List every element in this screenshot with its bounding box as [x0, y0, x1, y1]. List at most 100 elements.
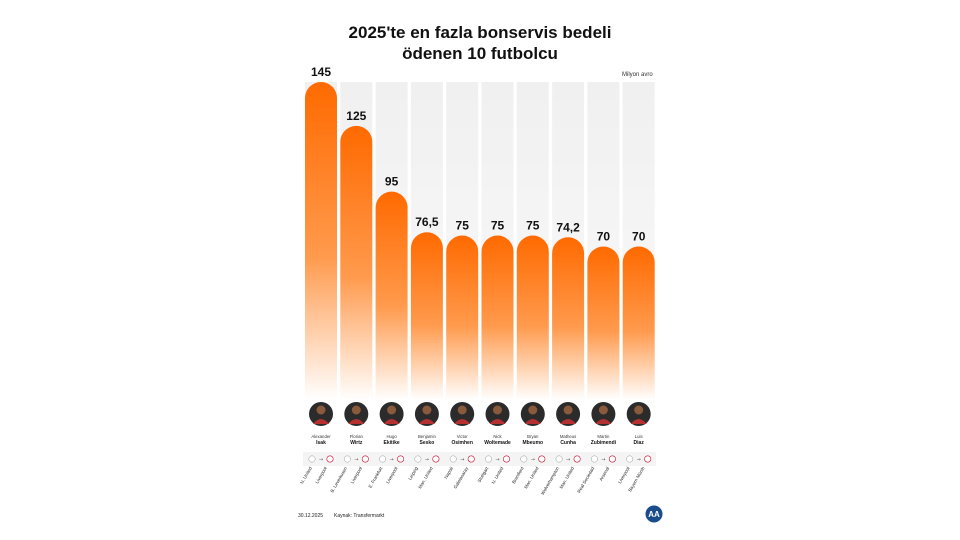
from-club-name: Brentford	[511, 466, 525, 485]
player-first-name: Alexander	[311, 434, 331, 439]
to-club-name: Arsenal	[598, 466, 610, 482]
to-club-name: Man. United	[417, 466, 434, 490]
title-line-2: ödenen 10 futbolcu	[402, 44, 558, 63]
avatar-head	[387, 405, 397, 415]
data-label: 75	[526, 219, 540, 233]
data-label: 75	[491, 219, 505, 233]
to-club-name: Liverpool	[314, 466, 327, 484]
bar	[587, 246, 620, 400]
avatar-head	[422, 405, 432, 415]
avatar-head	[528, 405, 538, 415]
player-last-name: Isak	[316, 440, 326, 446]
from-club-icon	[626, 455, 634, 463]
player-last-name: Cunha	[560, 440, 576, 446]
bar	[622, 246, 655, 400]
arrow-icon: →	[354, 457, 358, 463]
to-club-icon	[538, 455, 546, 463]
from-club-name: Napoli	[443, 466, 454, 480]
avatar-shirt	[383, 419, 400, 424]
arrow-icon: →	[460, 457, 464, 463]
avatar-shirt	[630, 419, 647, 424]
player-last-name: Wirtz	[350, 440, 363, 446]
to-club-name: Man. United	[523, 466, 540, 490]
avatar-shirt	[524, 419, 541, 424]
data-label: 75	[456, 219, 470, 233]
to-club-icon	[608, 455, 616, 463]
footer-source: Kaynak: Transfermarkt	[334, 513, 385, 519]
avatar-head	[634, 405, 644, 415]
player-first-name: Benjamin	[418, 434, 437, 439]
player-first-name: Florian	[350, 434, 364, 439]
arrow-icon: →	[601, 457, 605, 463]
from-club-icon	[590, 455, 598, 463]
data-label: 70	[597, 229, 611, 243]
arrow-icon: →	[531, 457, 535, 463]
bar	[552, 237, 585, 400]
avatar-shirt	[454, 419, 471, 424]
from-club-icon	[308, 455, 316, 463]
to-club-name: N. United	[491, 466, 505, 485]
from-club-icon	[555, 455, 563, 463]
data-label: 95	[385, 175, 399, 189]
aa-logo: AA	[645, 505, 663, 523]
to-club-icon	[467, 455, 475, 463]
from-club-name: E. Frankfurt	[367, 465, 383, 489]
avatar-head	[493, 405, 502, 415]
player-last-name: Sesko	[420, 440, 435, 446]
player-first-name: Nick	[493, 434, 502, 439]
data-label: 76,5	[415, 215, 439, 229]
bar	[410, 232, 443, 400]
player-first-name: Matheus	[560, 434, 576, 439]
avatar-head	[457, 405, 467, 415]
from-club-icon	[343, 455, 351, 463]
player-last-name: Woltemade	[484, 440, 511, 446]
from-club-name: Leipzig	[407, 466, 419, 481]
player-first-name: Luis	[635, 434, 643, 439]
to-club-name: Galatasaray	[453, 465, 470, 489]
from-club-icon	[520, 455, 528, 463]
player-first-name: Victor	[457, 434, 468, 439]
data-label: 145	[311, 65, 331, 79]
title-line-1: 2025'te en fazla bonservis bedeli	[348, 23, 612, 42]
to-club-name: Liverpool	[350, 466, 363, 484]
data-label: 74,2	[556, 220, 580, 234]
player-last-name: Osimhen	[451, 440, 472, 446]
bar	[446, 235, 479, 400]
chart-title: 2025'te en fazla bonservis bedeli ödenen…	[280, 22, 680, 64]
avatar-shirt	[560, 419, 577, 424]
transfer-row-bg	[303, 452, 656, 466]
from-club-icon	[449, 455, 457, 463]
player-first-name: Bryan	[527, 434, 539, 439]
bar	[481, 235, 514, 400]
player-last-name: Zubimendi	[591, 440, 617, 446]
arrow-icon: →	[319, 457, 323, 463]
from-club-name: Stuttgart	[477, 465, 490, 483]
footer-date: 30.12.2025	[298, 513, 324, 519]
from-club-name: Real Sociedad	[576, 466, 595, 494]
avatar-head	[351, 405, 361, 415]
to-club-icon	[432, 455, 440, 463]
from-club-name: N. United	[299, 466, 313, 485]
bar	[516, 235, 549, 400]
avatar-head	[316, 405, 326, 415]
svg-text:AA: AA	[648, 510, 660, 519]
avatar-shirt	[489, 419, 506, 424]
arrow-icon: →	[425, 457, 429, 463]
bar	[375, 191, 408, 400]
to-club-icon	[361, 455, 369, 463]
player-last-name: Ekitike	[384, 440, 400, 446]
bar	[340, 125, 373, 401]
arrow-icon: →	[495, 457, 499, 463]
from-club-name: Wolverhampton	[540, 466, 560, 496]
from-club-name: Liverpool	[617, 466, 630, 484]
data-label: 70	[632, 229, 646, 243]
unit-label: Milyon avro	[622, 72, 653, 78]
avatar-shirt	[348, 419, 365, 424]
player-first-name: Martin	[597, 434, 610, 439]
to-club-icon	[397, 455, 405, 463]
avatar-head	[563, 405, 573, 415]
arrow-icon: →	[389, 457, 393, 463]
avatar-shirt	[595, 419, 612, 424]
player-last-name: Mbeumo	[523, 440, 544, 446]
